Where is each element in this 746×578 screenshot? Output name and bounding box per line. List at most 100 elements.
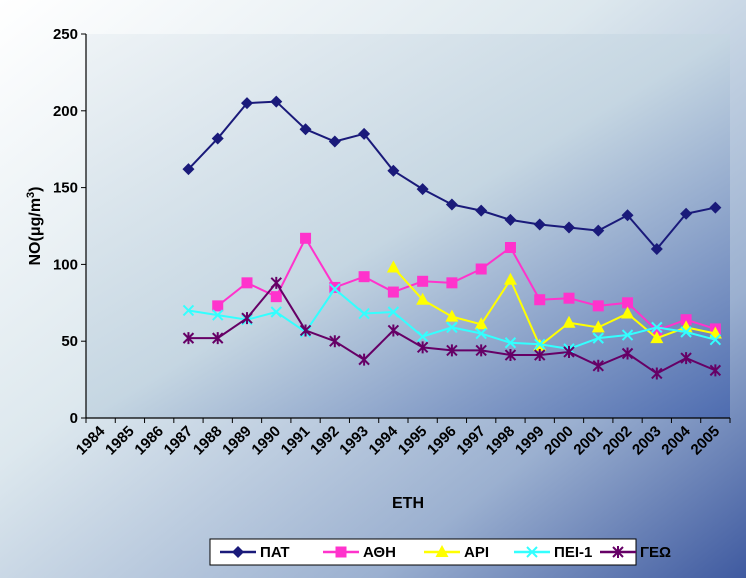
series-1 [182,95,722,256]
data-point [446,344,458,357]
data-point [534,338,546,350]
data-point [416,183,429,196]
data-point [445,309,459,322]
data-point [299,324,312,337]
legend-item: ΠΕΙ-1 [514,544,592,561]
y-tick-label: 200 [53,103,78,120]
y-tick-label: 0 [70,410,78,427]
data-point [621,347,634,360]
data-point [241,277,253,289]
data-point [592,224,605,237]
data-point [416,341,429,354]
data-point [475,263,487,275]
data-point [534,349,546,362]
data-point [270,276,282,289]
data-point [475,327,487,340]
data-point [212,300,224,312]
data-point [358,271,370,283]
legend-label: ΠΕΙ-1 [554,544,592,561]
legend-swatch-marker [335,546,347,558]
data-point [621,306,635,319]
data-point [592,300,604,312]
series-2 [212,232,721,336]
legend-label: ΓΕΩ [640,544,671,561]
data-point [650,331,664,344]
data-point [475,204,488,217]
data-point [299,123,312,136]
data-point [241,312,253,325]
series-5 [182,276,722,380]
series-layer [182,95,722,380]
data-point [358,127,371,140]
data-point [212,332,224,345]
data-point [680,314,692,326]
data-point [358,307,370,320]
legend-label: ΑΡΙ [464,544,489,561]
legend-item: ΑΡΙ [424,544,489,561]
y-tick-label: 150 [53,180,78,197]
plot-area [86,34,730,418]
data-point [445,198,458,211]
data-point [329,335,341,348]
legend-swatch-marker [435,545,449,557]
data-point [563,292,575,304]
data-point [650,243,663,256]
data-point [300,232,312,244]
data-point [446,277,458,289]
data-point [241,97,253,110]
data-point [504,349,517,362]
data-point [504,213,517,226]
data-point [270,306,282,318]
data-point [592,359,604,372]
data-point [358,353,370,366]
data-point [534,294,546,306]
y-tick-label: 50 [61,333,78,350]
data-point [680,207,693,220]
data-point [651,367,663,380]
legend-label: ΠΑΤ [260,544,290,561]
legend-box [209,538,637,566]
y-tick-label: 250 [53,26,78,43]
data-point [709,333,722,346]
data-point [504,242,516,254]
legend-item: ΑΘΗ [323,544,396,561]
data-point [386,260,400,273]
data-point [387,164,400,177]
legend-item: ΓΕΩ [600,544,671,561]
data-point [563,221,575,234]
data-point [270,291,282,303]
series-line [392,266,716,347]
data-point [182,304,195,317]
data-point [329,283,341,295]
data-point [503,272,517,285]
data-point [416,292,430,305]
data-point [709,201,722,214]
data-point [592,332,604,344]
data-point [651,324,663,336]
data-point [417,275,429,287]
data-point [212,309,224,321]
data-point [446,321,458,334]
data-point [329,281,341,293]
legend-item: ΠΑΤ [220,544,290,561]
data-point [680,352,692,365]
data-point [182,163,195,176]
data-point [416,330,429,343]
data-point [182,332,195,345]
data-point [621,329,634,341]
data-point [709,364,722,377]
data-point [474,317,488,330]
data-point [622,297,634,309]
data-point [387,286,399,298]
legend: ΠΑΤ ΑΘΗ ΑΡΙ ΠΕΙ-1 ΓΕΩ [209,538,671,566]
data-point [563,345,575,358]
data-point [270,95,283,108]
y-axis-title: NO(μg/m3) [25,186,44,265]
data-point [504,337,517,349]
data-point [651,321,663,334]
legend-swatch-marker [526,546,538,558]
data-point [387,306,400,318]
legend-label: ΑΘΗ [363,544,396,561]
